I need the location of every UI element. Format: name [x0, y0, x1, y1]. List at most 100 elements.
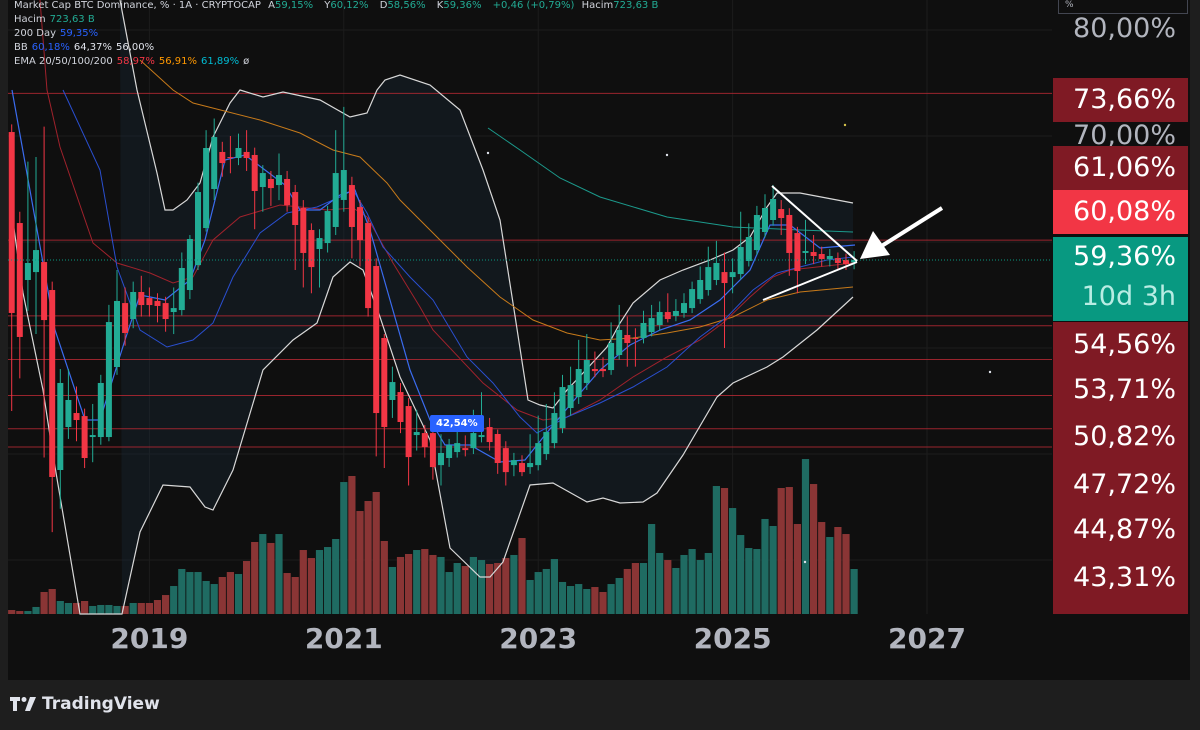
level-label: 43,31%: [1073, 562, 1176, 593]
legend-bb[interactable]: BB 60,18% 64,37% 56,00%: [14, 42, 155, 53]
volume-bar: [437, 556, 445, 614]
triangle-upper-trendline[interactable]: [771, 185, 858, 262]
unit-selector[interactable]: %: [1058, 0, 1188, 14]
candle-body: [308, 230, 315, 268]
candle: [49, 281, 56, 533]
volume-bar: [202, 580, 210, 614]
candle-body: [664, 312, 671, 320]
candle: [697, 266, 704, 304]
candle: [300, 200, 307, 288]
arrow-annotation-icon[interactable]: [860, 206, 944, 259]
level-label: 44,87%: [1073, 514, 1176, 545]
candle-body: [502, 448, 509, 473]
legend-200day[interactable]: 200 Day 59,35%: [14, 28, 99, 39]
candle: [446, 438, 453, 467]
candle: [243, 130, 250, 171]
candle: [510, 452, 517, 477]
chart-canvas[interactable]: [0, 0, 1200, 680]
level-label: 50,82%: [1073, 421, 1176, 452]
scrollbar[interactable]: [1190, 0, 1200, 680]
candle: [89, 403, 96, 463]
candle: [211, 118, 218, 201]
candle: [348, 176, 355, 259]
candle-body: [138, 291, 145, 306]
candle-body: [438, 452, 444, 466]
candle: [413, 409, 420, 451]
candle: [826, 249, 833, 267]
volume-bar: [583, 589, 591, 614]
candle-body: [332, 173, 339, 227]
candle-body: [122, 303, 129, 334]
volume-bar: [324, 547, 332, 614]
candle-body: [276, 175, 282, 186]
volume-bar: [558, 581, 567, 614]
volume-bar: [477, 560, 486, 614]
candle: [486, 417, 493, 451]
candle: [519, 455, 525, 477]
candle-body: [348, 185, 355, 227]
brand-name: TradingView: [42, 694, 160, 714]
volume-bar: [785, 487, 793, 614]
last-price-label: 59,36% 10d 3h: [1053, 237, 1188, 321]
level-label: 61,06%: [1053, 146, 1188, 190]
candle: [373, 258, 380, 457]
ema50-line: [139, 59, 854, 341]
legend-volume[interactable]: Hacim 723,63 B: [14, 14, 95, 25]
candle-body: [97, 382, 104, 438]
candle-body: [178, 267, 185, 311]
candle: [575, 339, 582, 404]
volume-bar: [113, 605, 121, 614]
candle: [219, 141, 226, 177]
candle-body: [826, 255, 833, 260]
volume-bar: [712, 486, 720, 614]
candle-body: [778, 209, 785, 219]
candle: [33, 156, 39, 335]
tradingview-logo[interactable]: TradingView: [10, 694, 160, 714]
candle-body: [535, 443, 542, 466]
volume-bar: [210, 584, 218, 614]
volume-bar: [429, 554, 437, 614]
volume-bar: [396, 556, 405, 614]
candle: [721, 252, 728, 349]
candle-body: [583, 360, 590, 383]
candle-body: [616, 329, 623, 356]
level-label: 54,56%: [1073, 329, 1176, 360]
volume-bar: [372, 491, 380, 614]
candle-body: [648, 318, 655, 333]
candle-body: [770, 199, 777, 220]
volume-bar: [461, 565, 469, 614]
volume-bar: [121, 605, 129, 614]
volume-bar: [850, 568, 858, 614]
triangle-lower-trendline[interactable]: [762, 261, 858, 301]
candle: [737, 211, 744, 280]
volume-bar: [40, 591, 48, 614]
time-axis-label: 2025: [693, 622, 772, 655]
candle: [462, 435, 469, 457]
candle-body: [57, 382, 64, 471]
candle-body: [41, 262, 48, 321]
volume-bar: [526, 579, 534, 614]
volume-bar: [664, 560, 672, 614]
volume-bar: [769, 526, 777, 614]
candle-body: [527, 463, 534, 468]
volume-bar: [275, 534, 283, 614]
candle: [648, 304, 655, 337]
legend-ema[interactable]: EMA 20/50/100/200 58,97% 56,91% 61,89% ø: [14, 56, 250, 67]
symbol-title[interactable]: Market Cap BTC Dominance, % · 1A · CRYPT…: [14, 0, 261, 11]
candle: [308, 223, 315, 294]
candle-body: [794, 233, 801, 272]
volume-bar: [818, 522, 826, 614]
candle: [316, 229, 323, 288]
candle-body: [705, 267, 712, 291]
candle-body: [462, 448, 469, 451]
volume-bar: [340, 482, 348, 614]
volume-bar: [186, 572, 194, 614]
price-note-badge[interactable]: 42,54%: [430, 415, 484, 432]
volume-bar: [267, 542, 275, 614]
candle: [778, 200, 785, 236]
candle: [186, 235, 193, 300]
candle: [389, 366, 396, 418]
candle-body: [713, 262, 720, 280]
candle: [162, 296, 169, 332]
volume-bar: [307, 558, 315, 614]
